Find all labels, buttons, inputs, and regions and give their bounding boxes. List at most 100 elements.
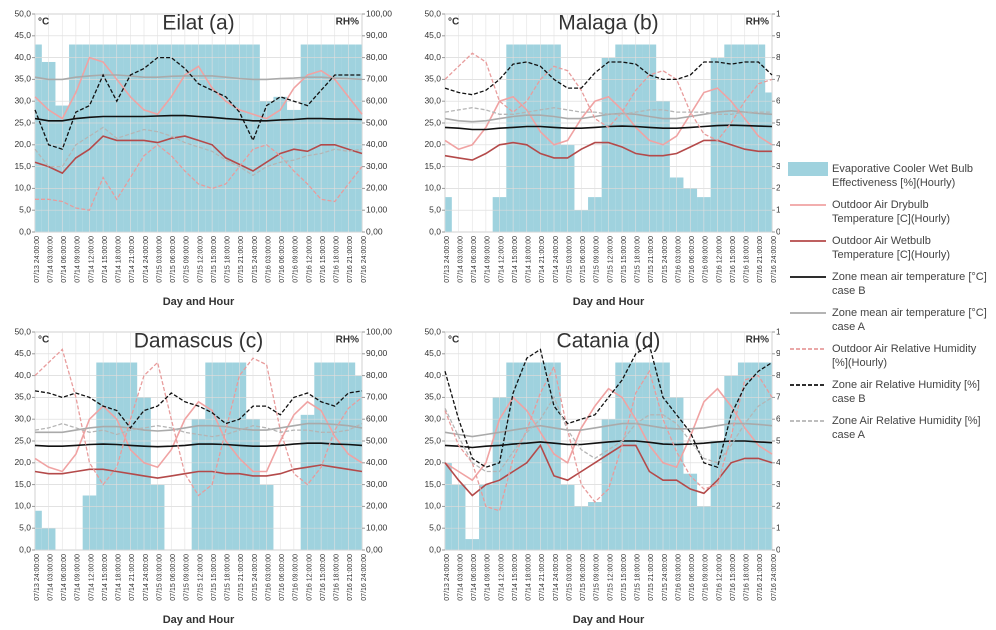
legend-label: Zone mean air temperature [°C] case A: [832, 307, 987, 333]
y-axis-label: °C: [38, 17, 49, 28]
x-tick-label: 07/16 03:00:00: [675, 554, 682, 601]
y-tick-label: 20,0: [424, 457, 441, 467]
chart-title: Eilat (a): [162, 12, 234, 35]
x-tick-label: 07/16 06:00:00: [689, 236, 696, 283]
x-tick-label: 07/15 18:00:00: [635, 554, 642, 601]
x-tick-label: 07/15 03:00:00: [156, 236, 163, 283]
y2-tick-label: 90,00: [366, 30, 388, 40]
y-tick-label: 35,0: [424, 392, 441, 402]
legend-swatch: [790, 276, 826, 278]
x-tick-label: 07/16 15:00:00: [730, 236, 737, 283]
x-tick-label: 07/14 18:00:00: [116, 236, 123, 283]
x-tick-label: 07/16 09:00:00: [703, 236, 710, 283]
x-tick-label: 07/15 15:00:00: [211, 554, 218, 601]
x-tick-label: 07/14 09:00:00: [75, 554, 82, 601]
x-tick-label: 07/14 18:00:00: [526, 236, 533, 283]
x-tick-label: 07/14 06:00:00: [471, 236, 478, 283]
x-tick-label: 07/16 24:00:00: [361, 236, 368, 283]
x-tick-label: 07/15 06:00:00: [170, 554, 177, 601]
bar: [765, 92, 772, 232]
y-tick-label: 50,0: [424, 8, 441, 18]
legend-entry: Zone Air Relative Humidity [%] case A: [788, 414, 993, 442]
x-tick-label: 07/16 12:00:00: [716, 554, 723, 601]
y2-tick-label: 20,00: [366, 183, 388, 193]
x-tick-label: 07/15 18:00:00: [225, 554, 232, 601]
y-axis-label: °C: [38, 335, 49, 346]
legend-swatch: [790, 240, 826, 242]
x-tick-label: 07/15 15:00:00: [621, 554, 628, 601]
y-tick-label: 40,0: [424, 52, 441, 62]
x-tick-label: 07/15 06:00:00: [170, 236, 177, 283]
x-tick-label: 07/15 18:00:00: [635, 236, 642, 283]
y2-tick-label: 60,00: [366, 413, 388, 423]
chart: 0,0 5,0 10,0 15,0 20,0 25,0 30,0 35,0 40,0 45,0 50…: [14, 8, 780, 626]
x-tick-label: 07/16 24:00:00: [771, 236, 778, 283]
x-tick-label: 07/16 06:00:00: [279, 236, 286, 283]
x-tick-label: 07/16 15:00:00: [730, 554, 737, 601]
y-tick-label: 15,0: [424, 161, 441, 171]
y2-axis-label: RH%: [746, 335, 769, 346]
x-tick-label: 07/15 21:00:00: [648, 554, 655, 601]
y2-tick-label: 70,00: [366, 392, 388, 402]
x-tick-label: 07/15 03:00:00: [156, 554, 163, 601]
x-tick-label: 07/16 12:00:00: [306, 554, 313, 601]
y-tick-label: 40,0: [14, 370, 31, 380]
series-line: [444, 107, 772, 115]
x-tick-label: 07/14 15:00:00: [512, 236, 519, 283]
y2-tick-label: 50,00: [776, 117, 780, 127]
y2-tick-label: 30,00: [366, 479, 388, 489]
y-tick-label: 25,0: [424, 435, 441, 445]
x-tick-label: 07/16 21:00:00: [757, 236, 764, 283]
x-tick-label: 07/15 09:00:00: [594, 236, 601, 283]
x-tick-label: 07/15 09:00:00: [184, 554, 191, 601]
y2-tick-label: 40,00: [776, 139, 780, 149]
y2-tick-label: 10,00: [776, 204, 780, 214]
y-tick-label: 0,0: [429, 544, 441, 554]
x-tick-label: 07/16 03:00:00: [675, 236, 682, 283]
x-tick-label: 07/14 24:00:00: [553, 236, 560, 283]
x-tick-label: 07/15 12:00:00: [607, 554, 614, 601]
y-tick-label: 30,0: [14, 413, 31, 423]
x-tick-label: 07/15 03:00:00: [566, 236, 573, 283]
y-axis-label: °C: [448, 335, 459, 346]
x-tick-label: 07/16 09:00:00: [703, 554, 710, 601]
series-line: [444, 365, 773, 512]
x-tick-label: 07/16 18:00:00: [334, 554, 341, 601]
y2-tick-label: 20,00: [776, 501, 780, 511]
y-tick-label: 15,0: [424, 479, 441, 489]
legend-swatch: [790, 312, 826, 314]
x-tick-label: 07/15 24:00:00: [662, 554, 669, 601]
x-tick-label: 07/16 24:00:00: [361, 554, 368, 601]
x-tick-label: 07/14 06:00:00: [61, 554, 68, 601]
series-line: [34, 114, 363, 122]
series-line: [444, 422, 773, 438]
y2-tick-label: 50,00: [776, 435, 780, 445]
series-line: [444, 52, 773, 142]
x-tick-label: 07/14 06:00:00: [471, 554, 478, 601]
y2-tick-label: 70,00: [776, 74, 780, 84]
y2-tick-label: 90,00: [776, 30, 780, 40]
y-tick-label: 25,0: [14, 117, 31, 127]
series-line: [444, 344, 773, 469]
x-tick-label: 07/14 18:00:00: [116, 554, 123, 601]
y2-tick-label: 40,00: [366, 457, 388, 467]
x-tick-label: 07/13 24:00:00: [444, 236, 451, 283]
x-tick-label: 07/13 24:00:00: [34, 554, 41, 601]
y2-tick-label: 80,00: [776, 52, 780, 62]
x-tick-label: 07/15 03:00:00: [566, 554, 573, 601]
series-line: [34, 464, 363, 479]
x-tick-label: 07/16 21:00:00: [757, 554, 764, 601]
x-tick-label: 07/16 09:00:00: [293, 236, 300, 283]
y-tick-label: 30,0: [424, 413, 441, 423]
series-line: [444, 61, 773, 96]
x-tick-label: 07/15 24:00:00: [252, 554, 259, 601]
x-tick-label: 07/15 12:00:00: [607, 236, 614, 283]
x-tick-label: 07/16 12:00:00: [716, 236, 723, 283]
x-tick-label: 07/16 24:00:00: [771, 554, 778, 601]
y2-tick-label: 20,00: [366, 501, 388, 511]
x-tick-label: 07/16 03:00:00: [265, 554, 272, 601]
y2-tick-label: 100,00: [776, 8, 780, 18]
y2-tick-label: 50,00: [366, 117, 388, 127]
x-tick-label: 07/14 06:00:00: [61, 236, 68, 283]
y-tick-label: 10,0: [424, 183, 441, 193]
